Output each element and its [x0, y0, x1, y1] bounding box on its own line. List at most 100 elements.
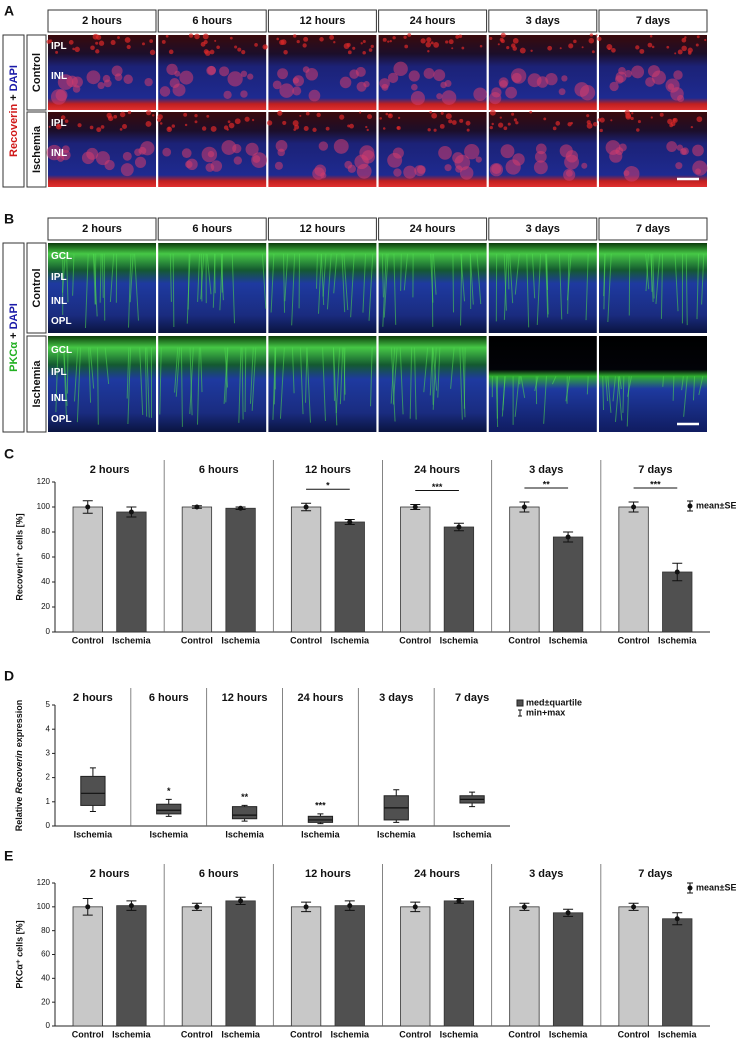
cell-stain	[251, 152, 267, 168]
dendrite	[503, 253, 507, 311]
speckle	[649, 34, 653, 38]
dendrite	[322, 347, 326, 421]
cell-stain	[138, 146, 147, 155]
dendrite	[662, 376, 664, 387]
layer-label: IPL	[51, 272, 67, 283]
speckle	[325, 126, 330, 131]
x-tick-label: Control	[72, 635, 104, 645]
legend-icon	[687, 885, 693, 891]
cell-stain	[677, 94, 685, 103]
time-header: 6 hours	[192, 223, 232, 235]
speckle	[254, 43, 258, 47]
cell-stain	[275, 140, 288, 152]
dendrite	[383, 253, 389, 318]
speckle	[280, 39, 287, 45]
speckle	[77, 123, 82, 128]
speckle	[209, 49, 215, 55]
cell-stain	[500, 144, 515, 159]
x-tick-label: Control	[508, 635, 540, 645]
speckle	[404, 44, 409, 49]
speckle	[591, 50, 595, 54]
cell-stain	[667, 83, 675, 90]
dendrite	[88, 347, 92, 403]
dendrite	[437, 347, 441, 398]
y-axis-label-part: Recoverin	[14, 750, 24, 794]
mean-dot	[456, 524, 462, 530]
speckle	[165, 34, 169, 38]
whisker	[469, 791, 476, 796]
group-title: 3 days	[379, 692, 413, 704]
speckle	[333, 41, 336, 44]
dendrite	[545, 253, 549, 318]
whisker	[469, 803, 476, 808]
cell-stain	[86, 70, 101, 85]
stain-plus: +	[8, 332, 20, 338]
speckle	[303, 126, 309, 131]
speckle	[55, 50, 59, 54]
bar	[290, 906, 322, 1027]
legend-icon	[518, 709, 522, 717]
cell-stain	[438, 145, 452, 160]
group-title: 7 days	[638, 868, 672, 880]
dendrite	[507, 253, 510, 290]
dendrite	[109, 253, 115, 303]
speckle	[570, 121, 573, 125]
dendrite	[519, 376, 521, 385]
cell-stain	[631, 65, 645, 79]
dendrite	[681, 376, 684, 391]
dendrite	[126, 347, 130, 399]
speckle	[122, 124, 128, 129]
dendrite	[423, 347, 429, 393]
speckle	[489, 109, 496, 116]
speckle	[445, 113, 452, 120]
cell-stain	[387, 72, 399, 84]
dendrite	[343, 253, 349, 311]
box	[231, 806, 258, 820]
speckle	[90, 45, 95, 51]
speckle	[681, 37, 687, 43]
y-tick-label: 0	[46, 821, 51, 830]
cell-stain	[527, 73, 542, 88]
speckle	[439, 123, 445, 129]
speckle	[552, 126, 557, 131]
group-title: 2 hours	[90, 464, 130, 476]
speckle	[595, 34, 598, 37]
dendrite	[565, 376, 571, 402]
dendrite	[390, 347, 396, 422]
time-header: 24 hours	[410, 223, 456, 235]
dendrite	[251, 347, 257, 411]
row-label-box	[26, 111, 47, 188]
stain-counter: DAPI	[8, 303, 20, 329]
stain-marker: Recoverin	[8, 103, 20, 156]
speckle	[244, 116, 250, 122]
dendrite	[400, 253, 402, 291]
speckle	[690, 125, 694, 129]
cell-stain	[561, 75, 568, 82]
speckle	[95, 49, 100, 54]
dendrite	[284, 253, 289, 302]
speckle	[555, 121, 561, 126]
dendrite	[403, 253, 409, 291]
dendrite	[502, 376, 506, 411]
speckle	[407, 33, 412, 37]
speckle	[46, 39, 51, 44]
row-label: Control	[31, 268, 43, 307]
x-tick-label: Control	[618, 1029, 650, 1039]
speckle	[448, 39, 454, 45]
bar	[662, 571, 693, 633]
y-tick-label: 100	[37, 902, 51, 911]
speckle	[152, 114, 155, 117]
time-header: 24 hours	[410, 15, 456, 27]
time-header: 12 hours	[299, 15, 345, 27]
dendrite	[362, 253, 367, 313]
dendrite	[74, 347, 79, 402]
speckle	[543, 117, 547, 121]
speckle	[599, 117, 605, 123]
speckle	[455, 35, 460, 39]
speckle	[126, 44, 131, 50]
x-tick-label: Ischemia	[221, 635, 261, 645]
group-title: 6 hours	[149, 692, 189, 704]
y-tick-label: 1	[46, 797, 51, 806]
time-header-box	[267, 9, 377, 33]
dendrite	[393, 253, 397, 325]
